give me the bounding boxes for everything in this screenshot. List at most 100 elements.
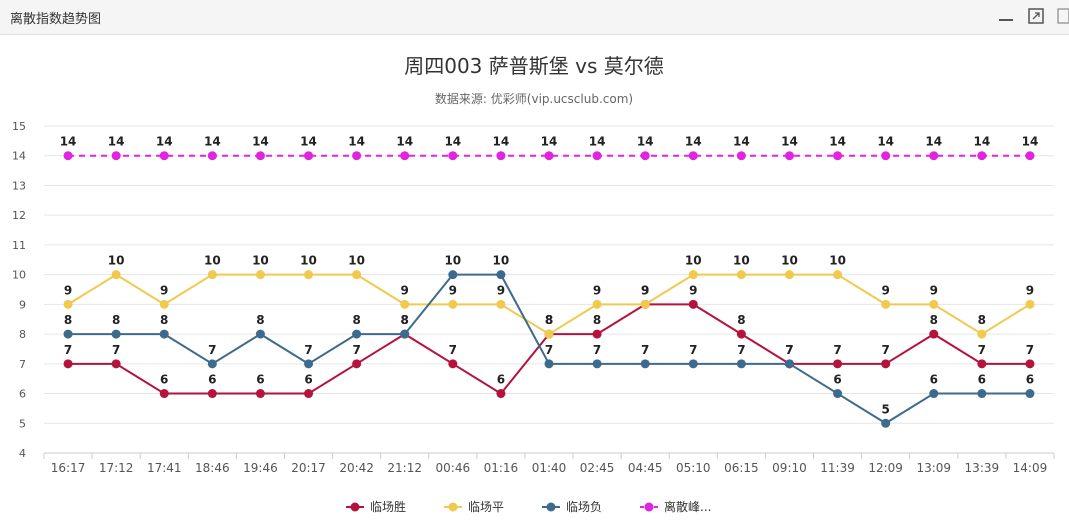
data-label-peak: 14 [348,135,365,149]
data-label-peak: 14 [60,135,77,149]
data-point-peak [881,151,891,161]
data-label-win: 7 [64,343,72,357]
legend-item-lose[interactable]: 临场负 [542,500,602,514]
x-tick-label: 04:45 [628,461,663,475]
chart-subtitle: 数据来源: 优彩师(vip.ucsclub.com) [435,91,633,106]
data-label-peak: 14 [252,135,269,149]
data-point-peak [304,151,314,161]
data-label-peak: 14 [974,135,991,149]
data-point-peak [207,151,217,161]
data-label-peak: 14 [637,135,654,149]
data-label-draw: 10 [348,254,365,268]
x-tick-label: 17:41 [147,461,182,475]
data-point-peak [640,151,650,161]
x-tick-label: 17:12 [99,461,134,475]
data-point-draw [881,299,891,309]
data-point-peak [63,151,73,161]
maximize-icon[interactable] [1027,7,1045,25]
data-label-lose: 8 [112,313,120,327]
y-tick-label: 4 [19,447,26,460]
data-point-win [736,329,746,339]
data-label-draw: 9 [593,283,601,297]
data-label-lose: 8 [401,313,409,327]
legend-swatch-marker [448,502,458,512]
data-label-draw: 9 [881,283,889,297]
data-label-draw: 9 [449,283,457,297]
y-tick-label: 9 [19,298,26,311]
data-point-peak [544,151,554,161]
data-point-draw [592,299,602,309]
data-label-lose: 8 [64,313,72,327]
x-tick-label: 19:46 [243,461,278,475]
data-label-draw: 10 [252,254,269,268]
data-label-peak: 14 [493,135,510,149]
data-point-draw [1025,299,1035,309]
data-label-peak: 14 [781,135,798,149]
minimize-icon[interactable] [997,7,1015,25]
x-tick-label: 20:17 [291,461,326,475]
data-label-draw: 9 [1026,283,1034,297]
data-label-lose: 6 [930,373,938,387]
data-point-draw [833,270,843,280]
data-label-peak: 14 [300,135,317,149]
data-point-win [592,329,602,339]
data-label-lose: 5 [881,402,889,416]
data-label-peak: 14 [589,135,606,149]
data-point-win [977,359,987,369]
data-point-lose [400,329,410,339]
x-tick-label: 16:17 [51,461,86,475]
data-point-lose [929,389,939,399]
y-tick-label: 13 [12,179,26,192]
data-point-win [352,359,362,369]
data-point-win [63,359,73,369]
data-point-lose [159,329,169,339]
y-tick-label: 6 [19,388,26,401]
data-label-draw: 9 [497,283,505,297]
y-tick-label: 10 [12,269,26,282]
data-label-draw: 9 [641,283,649,297]
data-point-draw [544,329,554,339]
data-point-peak [400,151,410,161]
data-label-win: 8 [930,313,938,327]
legend-swatch-marker [350,502,360,512]
data-label-lose: 7 [689,343,697,357]
data-point-peak [833,151,843,161]
data-label-win: 7 [881,343,889,357]
data-label-draw: 9 [930,283,938,297]
data-point-lose [448,270,458,280]
x-tick-label: 11:39 [820,461,855,475]
data-point-draw [688,270,698,280]
legend-item-draw[interactable]: 临场平 [444,500,504,514]
data-label-lose: 7 [593,343,601,357]
legend-item-peak[interactable]: 离散峰... [640,499,711,514]
data-point-peak [736,151,746,161]
legend-swatch-marker [644,502,654,512]
legend-item-win[interactable]: 临场胜 [346,499,406,514]
data-label-peak: 14 [925,135,942,149]
data-point-win [881,359,891,369]
data-point-peak [688,151,698,161]
data-label-draw: 9 [401,283,409,297]
data-label-peak: 14 [1022,135,1039,149]
data-label-lose: 7 [641,343,649,357]
data-point-peak [448,151,458,161]
data-point-peak [352,151,362,161]
data-point-draw [400,299,410,309]
x-tick-label: 01:16 [484,461,519,475]
data-point-lose [881,418,891,428]
x-tick-label: 00:46 [436,461,471,475]
data-label-peak: 14 [108,135,125,149]
data-label-draw: 10 [204,254,221,268]
data-point-win [255,389,265,399]
x-tick-label: 05:10 [676,461,711,475]
data-label-draw: 8 [545,313,553,327]
data-point-peak [255,151,265,161]
data-label-draw: 10 [781,254,798,268]
data-label-lose: 6 [1026,373,1034,387]
data-point-draw [304,270,314,280]
data-label-lose: 10 [444,254,461,268]
data-point-lose [833,389,843,399]
data-label-peak: 14 [685,135,702,149]
data-point-draw [977,329,987,339]
data-point-draw [111,270,121,280]
